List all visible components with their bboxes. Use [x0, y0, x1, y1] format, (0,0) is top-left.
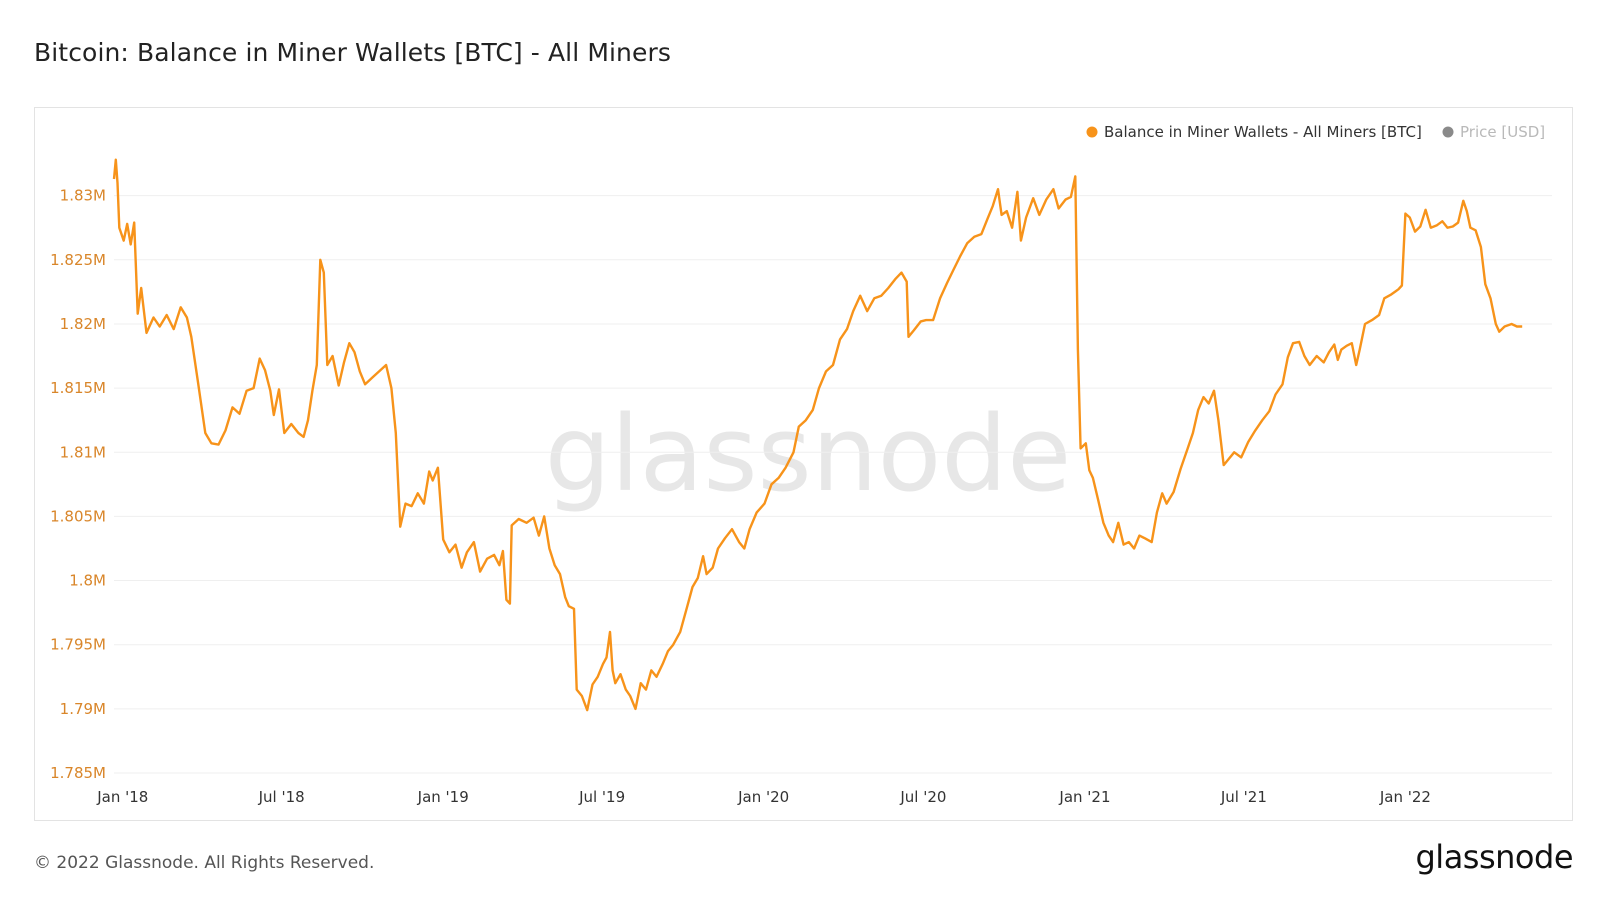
legend-marker-icon	[1086, 126, 1098, 138]
x-tick-label: Jul '20	[899, 788, 946, 806]
x-tick-label: Jul '19	[578, 788, 625, 806]
y-tick-label: 1.79M	[60, 700, 106, 718]
x-tick-label: Jul '18	[258, 788, 305, 806]
y-axis: 1.785M 1.79M 1.795M 1.8M 1.805M 1.81M 1.815M 1.…	[50, 187, 106, 782]
y-tick-label: 1.83M	[60, 187, 106, 205]
legend-item[interactable]: Price [USD]	[1442, 123, 1546, 141]
x-tick-label: Jan '18	[96, 788, 148, 806]
y-tick-label: 1.8M	[69, 572, 106, 590]
chart-title: Bitcoin: Balance in Miner Wallets [BTC] …	[34, 38, 671, 67]
y-tick-label: 1.785M	[50, 764, 106, 782]
x-tick-label: Jan '20	[737, 788, 789, 806]
chart-container	[34, 107, 1573, 821]
series-line-balance	[112, 158, 1523, 712]
y-tick-label: 1.815M	[50, 379, 106, 397]
watermark-text: glassnode	[545, 393, 1072, 515]
y-tick-label: 1.82M	[60, 315, 106, 333]
x-tick-label: Jan '22	[1379, 788, 1431, 806]
legend-label: Price [USD]	[1460, 123, 1545, 141]
grid-lines	[114, 195, 1552, 774]
y-tick-label: 1.81M	[60, 443, 106, 461]
y-tick-label: 1.825M	[50, 251, 106, 269]
y-tick-label: 1.805M	[50, 507, 106, 525]
x-tick-label: Jan '21	[1058, 788, 1110, 806]
brand-logo[interactable]: glassnode	[1415, 838, 1573, 876]
y-tick-label: 1.795M	[50, 636, 106, 654]
legend-label: Balance in Miner Wallets - All Miners [B…	[1104, 123, 1422, 141]
copyright-text: © 2022 Glassnode. All Rights Reserved.	[34, 853, 375, 873]
x-axis: Jan '18 Jul '18 Jan '19 Jul '19 Jan '20 Jul '…	[96, 788, 1431, 806]
legend: Balance in Miner Wallets - All Miners [B…	[1086, 123, 1546, 141]
x-tick-label: Jul '21	[1220, 788, 1267, 806]
legend-item[interactable]: Balance in Miner Wallets - All Miners [B…	[1086, 123, 1422, 141]
legend-marker-icon	[1442, 126, 1454, 138]
x-tick-label: Jan '19	[417, 788, 469, 806]
